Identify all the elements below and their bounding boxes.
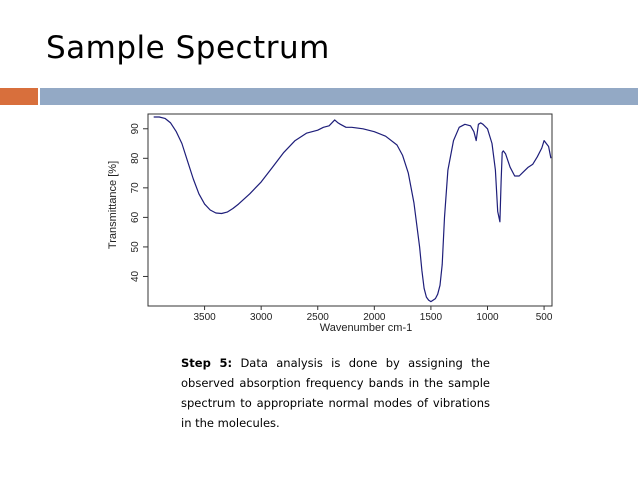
y-ticks: 40 50 60 70 80 90 xyxy=(130,123,148,282)
y-tick-label: 50 xyxy=(130,241,141,253)
x-tick-label: 500 xyxy=(536,312,553,323)
x-tick-label: 3500 xyxy=(193,312,216,323)
x-ticks: 3500 3000 2500 2000 1500 1000 500 xyxy=(193,306,553,323)
x-axis-title: Wavenumber cm-1 xyxy=(320,322,413,334)
caption-text: Data analysis is done by assigning the o… xyxy=(181,356,490,430)
x-tick-label: 2000 xyxy=(363,312,386,323)
spectrum-series-line xyxy=(153,116,552,303)
y-tick-label: 90 xyxy=(130,123,141,135)
y-axis-title-group: Transmittance [%] xyxy=(107,161,119,249)
plot-frame xyxy=(147,113,553,307)
y-tick-label: 60 xyxy=(130,211,141,223)
y-axis-title: Transmittance [%] xyxy=(107,161,119,249)
x-tick-label: 1500 xyxy=(420,312,443,323)
y-tick-label: 40 xyxy=(130,270,141,282)
y-tick-label: 70 xyxy=(130,182,141,194)
caption-step-label: Step 5: xyxy=(181,356,233,370)
spectrum-chart: Transmittance [%] Wavenumber cm-1 40 50 60… xyxy=(106,110,558,335)
spectrum-chart-svg: Transmittance [%] Wavenumber cm-1 40 50 60… xyxy=(107,113,553,334)
slide-title: Sample Spectrum xyxy=(46,30,330,66)
x-tick-label: 1000 xyxy=(476,312,499,323)
x-tick-label: 3000 xyxy=(250,312,273,323)
title-accent-bar xyxy=(0,88,38,105)
caption-paragraph: Step 5: Data analysis is done by assigni… xyxy=(181,353,490,433)
x-tick-label: 2500 xyxy=(307,312,330,323)
y-tick-label: 80 xyxy=(130,152,141,164)
title-underline-bar xyxy=(40,88,638,105)
